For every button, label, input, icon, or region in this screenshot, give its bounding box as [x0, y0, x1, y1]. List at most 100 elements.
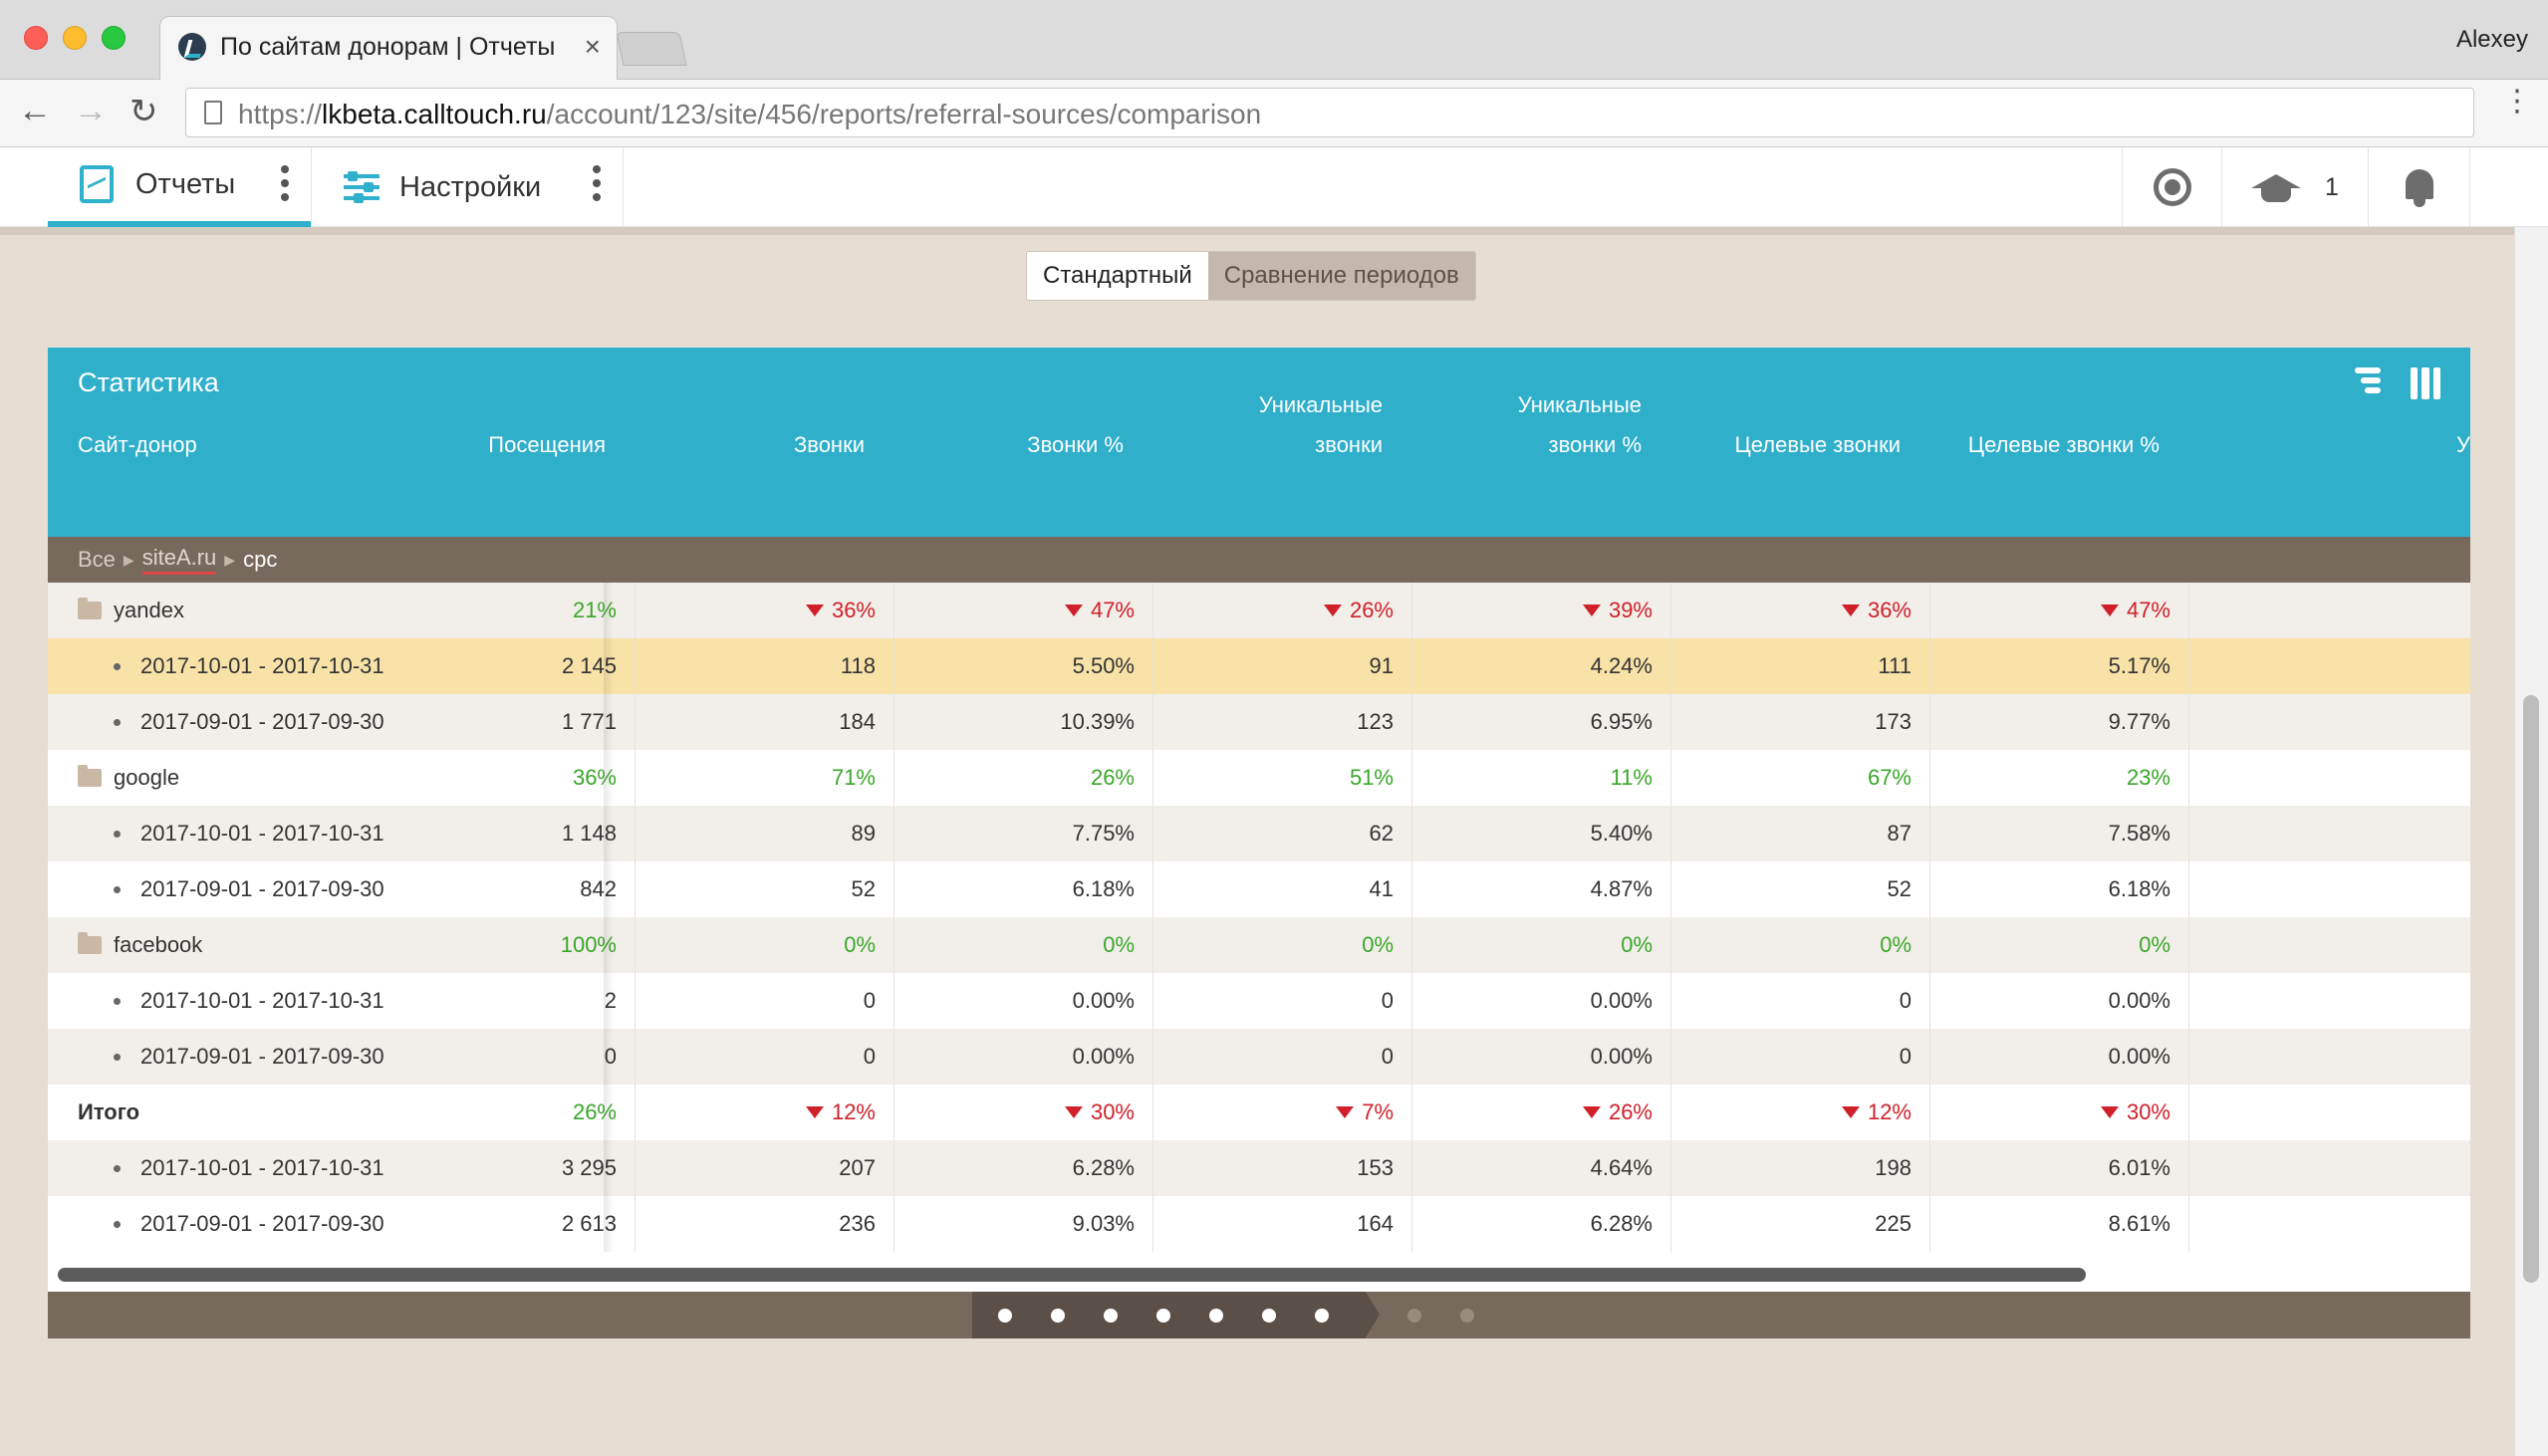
address-bar[interactable]: https://lkbeta.calltouch.ru/account/123/… [185, 88, 2474, 137]
table-cell: 225 [1671, 1196, 1930, 1252]
col-header-visits[interactable]: Посещения [488, 432, 606, 457]
cell-value: 0.00% [1072, 988, 1135, 1013]
pager-dot[interactable] [1051, 1308, 1065, 1323]
cell-value: 6.01% [2108, 1155, 2170, 1180]
table-cell: 118 [636, 638, 894, 694]
col-header-calls-pct[interactable]: Звонки % [1027, 432, 1124, 457]
table-row[interactable]: 2017-09-01 - 2017-09-30 2 613 236 9.03% 164 6… [48, 1196, 2470, 1252]
table-row-group[interactable]: google 36% 71% 26% 51% 11% 67% 23% [48, 750, 2470, 806]
mode-compare-button[interactable]: Сравнение периодов [1207, 252, 1475, 300]
increase-value: 36% [572, 765, 617, 790]
table-cell: 39% [1412, 583, 1671, 638]
table-cell: 0.00% [894, 973, 1153, 1029]
cell-value: 89 [851, 821, 876, 846]
settings-sliders-icon [344, 168, 380, 206]
page-scrollbar[interactable] [2514, 227, 2548, 1456]
table-cell: 153 [1153, 1140, 1412, 1196]
row-name-cell[interactable]: google [48, 750, 606, 806]
table-cell: 0 [1153, 1029, 1412, 1085]
col-header-source[interactable]: Сайт-донор [78, 432, 197, 457]
reload-icon[interactable]: ↻ [129, 93, 158, 130]
breadcrumb-all[interactable]: Все [78, 547, 116, 572]
settings-menu-icon[interactable] [593, 165, 601, 201]
table-cell: 1 148 [377, 806, 636, 861]
window-zoom-button[interactable] [102, 26, 126, 50]
cell-value: 225 [1875, 1211, 1911, 1236]
back-arrow-icon[interactable]: ← [18, 92, 52, 129]
browser-menu-icon[interactable]: ⋮ [2502, 85, 2532, 118]
row-name-cell[interactable]: yandex [48, 583, 606, 638]
pager-dot[interactable] [1262, 1308, 1276, 1323]
table-cell: 100% [377, 917, 636, 973]
table-cell: 23% [1930, 750, 2189, 806]
pager-dot[interactable] [1407, 1308, 1421, 1323]
table-cell: 52 [636, 861, 894, 917]
decrease-value: 12% [806, 1099, 876, 1124]
bullet-icon [114, 830, 121, 838]
cell-value: 52 [851, 876, 876, 901]
col-header-cut-off[interactable]: У [2456, 432, 2470, 457]
table-row[interactable]: 2017-10-01 - 2017-10-31 3 295 207 6.28% 153 4… [48, 1140, 2470, 1196]
decrease-value: 30% [2101, 1099, 2170, 1124]
col-header-unique-calls[interactable]: Уникальные звонки [1153, 385, 1383, 465]
col-header-unique-calls-pct[interactable]: Уникальные звонки % [1412, 385, 1642, 465]
calltouch-favicon-icon [178, 33, 206, 61]
pager-dot[interactable] [1104, 1308, 1118, 1323]
page-info-icon[interactable] [204, 101, 222, 124]
bullet-icon [114, 718, 121, 726]
table-cell: 7.58% [1930, 806, 2189, 861]
pager-dot[interactable] [998, 1308, 1012, 1323]
window-close-button[interactable] [24, 26, 48, 50]
pager-dot[interactable] [1460, 1308, 1474, 1323]
window-minimize-button[interactable] [63, 26, 87, 50]
frozen-column-shadow [604, 583, 614, 1252]
new-tab-button[interactable] [616, 32, 687, 66]
notifications-button[interactable] [2369, 147, 2470, 227]
page-scrollbar-thumb[interactable] [2523, 695, 2539, 1283]
url-text[interactable]: https://lkbeta.calltouch.ru/account/123/… [238, 99, 1262, 129]
cell-value: 9.03% [1072, 1211, 1135, 1236]
browser-profile-name[interactable]: Alexey [2455, 26, 2528, 53]
table-row[interactable]: 2017-09-01 - 2017-09-30 842 52 6.18% 41 4.87%… [48, 861, 2470, 917]
columns-settings-icon[interactable] [2411, 367, 2440, 399]
nav-reports-tab[interactable]: Отчеты [48, 147, 311, 227]
table-cell: 0% [1412, 917, 1671, 973]
table-row-group[interactable]: facebook 100% 0% 0% 0% 0% 0% 0% [48, 917, 2470, 973]
table-row[interactable]: 2017-10-01 - 2017-10-31 2 0 0.00% 0 0.00% 0 0.0… [48, 973, 2470, 1029]
pager-dot[interactable] [1209, 1308, 1223, 1323]
education-button[interactable]: 1 [2221, 147, 2369, 227]
table-cell: 0 [1671, 1029, 1930, 1085]
col-header-target-calls[interactable]: Целевые звонки [1734, 432, 1901, 457]
table-cell: 111 [1671, 638, 1930, 694]
row-name-cell[interactable]: facebook [48, 917, 606, 973]
browser-tab[interactable]: По сайтам донорам | Отчеты × [159, 16, 618, 80]
table-cell: 8.61% [1930, 1196, 2189, 1252]
reports-menu-icon[interactable] [281, 165, 289, 201]
pager-dot[interactable] [1315, 1308, 1329, 1323]
table-row[interactable]: 2017-09-01 - 2017-09-30 1 771 184 10.39% 123… [48, 694, 2470, 750]
table-row-group[interactable]: yandex 21% 36% 47% 26% 39% 36% 47% [48, 583, 2470, 638]
table-row[interactable]: 2017-10-01 - 2017-10-31 1 148 89 7.75% 62 5.4… [48, 806, 2470, 861]
support-button[interactable] [2122, 147, 2221, 227]
table-row[interactable]: 2017-10-01 - 2017-10-31 2 145 118 5.50% 91 4.… [48, 638, 2470, 694]
cell-value: 164 [1357, 1211, 1394, 1236]
row-name-cell: 2017-09-01 - 2017-09-30 [48, 1029, 606, 1085]
table-row[interactable]: 2017-09-01 - 2017-09-30 0 0 0.00% 0 0.00% 0 0.0… [48, 1029, 2470, 1085]
cell-value: 6.18% [2108, 876, 2170, 901]
cell-value: 0 [863, 1044, 876, 1069]
pager-dot[interactable] [1156, 1308, 1170, 1323]
nav-settings-tab[interactable]: Настройки [311, 147, 624, 227]
cell-value: 0.00% [2108, 1044, 2170, 1069]
tree-view-icon[interactable] [2355, 367, 2381, 397]
row-name-label: 2017-09-01 - 2017-09-30 [140, 1211, 384, 1236]
table-horizontal-scrollbar[interactable] [58, 1268, 2086, 1282]
table-row-total[interactable]: Итого 26% 12% 30% 7% 26% 12% 30% [48, 1085, 2470, 1140]
col-header-target-calls-pct[interactable]: Целевые звонки % [1967, 432, 2160, 457]
forward-arrow-icon[interactable]: → [74, 92, 108, 129]
tab-close-icon[interactable]: × [584, 31, 601, 62]
mode-standard-button[interactable]: Стандартный [1027, 252, 1208, 300]
table-header: Статистика Сайт-донор Посещения Звонки З… [48, 348, 2470, 537]
increase-value: 26% [1090, 765, 1135, 790]
breadcrumb-site[interactable]: siteA.ru [141, 545, 217, 575]
col-header-calls[interactable]: Звонки [793, 432, 865, 457]
